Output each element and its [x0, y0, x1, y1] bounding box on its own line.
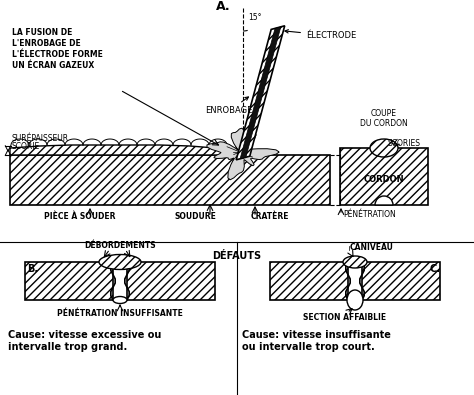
- Text: DÉBORDEMENTS: DÉBORDEMENTS: [84, 241, 156, 250]
- Ellipse shape: [99, 254, 141, 269]
- Text: C.: C.: [430, 264, 441, 274]
- Text: SCORIE: SCORIE: [12, 142, 40, 151]
- Text: Cause: vitesse excessive ou
intervalle trop grand.: Cause: vitesse excessive ou intervalle t…: [8, 330, 161, 352]
- Text: Cause: vitesse insuffisante
ou intervalle trop court.: Cause: vitesse insuffisante ou intervall…: [242, 330, 391, 352]
- Text: SECTION AFFAIBLIE: SECTION AFFAIBLIE: [303, 314, 387, 322]
- Text: DÉFAUTS: DÉFAUTS: [212, 251, 262, 261]
- Text: B.: B.: [27, 264, 38, 274]
- Wedge shape: [375, 196, 393, 205]
- Bar: [340, 148, 428, 205]
- Polygon shape: [10, 145, 240, 155]
- Bar: [25, 262, 113, 300]
- Text: SURÉPAISSEUR: SURÉPAISSEUR: [12, 134, 69, 143]
- Ellipse shape: [370, 139, 398, 157]
- Bar: [340, 148, 428, 205]
- Text: ENROBAGE: ENROBAGE: [205, 97, 253, 115]
- Ellipse shape: [347, 290, 363, 310]
- Text: CANIVEAU: CANIVEAU: [350, 243, 394, 252]
- Text: SCORIES: SCORIES: [388, 139, 421, 149]
- Polygon shape: [236, 26, 285, 160]
- Bar: [362, 262, 440, 300]
- Text: A.: A.: [216, 0, 230, 13]
- Text: COUPE
DU CORDON: COUPE DU CORDON: [360, 109, 408, 128]
- Ellipse shape: [343, 256, 367, 268]
- Text: ÉLECTRODE: ÉLECTRODE: [285, 30, 356, 40]
- Bar: [127, 262, 215, 300]
- Text: SOUDURE: SOUDURE: [174, 212, 216, 221]
- Bar: [10, 155, 330, 205]
- Bar: [270, 262, 348, 300]
- Bar: [10, 155, 330, 205]
- Bar: [270, 262, 348, 300]
- Text: 15°: 15°: [248, 13, 262, 22]
- Ellipse shape: [113, 297, 127, 303]
- Bar: [127, 262, 215, 300]
- Text: PIÈCE À SOUDER: PIÈCE À SOUDER: [44, 212, 116, 221]
- Polygon shape: [240, 27, 281, 159]
- Text: CRATÈRE: CRATÈRE: [251, 212, 289, 221]
- Polygon shape: [207, 128, 279, 180]
- Text: PÉNÉTRATION: PÉNÉTRATION: [343, 210, 396, 219]
- Bar: [362, 262, 440, 300]
- Bar: [25, 262, 113, 300]
- Text: LA FUSION DE
L'ENROBAGE DE
L'ÉLECTRODE FORME
UN ÉCRAN GAZEUX: LA FUSION DE L'ENROBAGE DE L'ÉLECTRODE F…: [12, 28, 103, 70]
- Text: CORDON: CORDON: [364, 175, 404, 184]
- Text: PÉNÉTRATION INSUFFISANTE: PÉNÉTRATION INSUFFISANTE: [57, 310, 183, 318]
